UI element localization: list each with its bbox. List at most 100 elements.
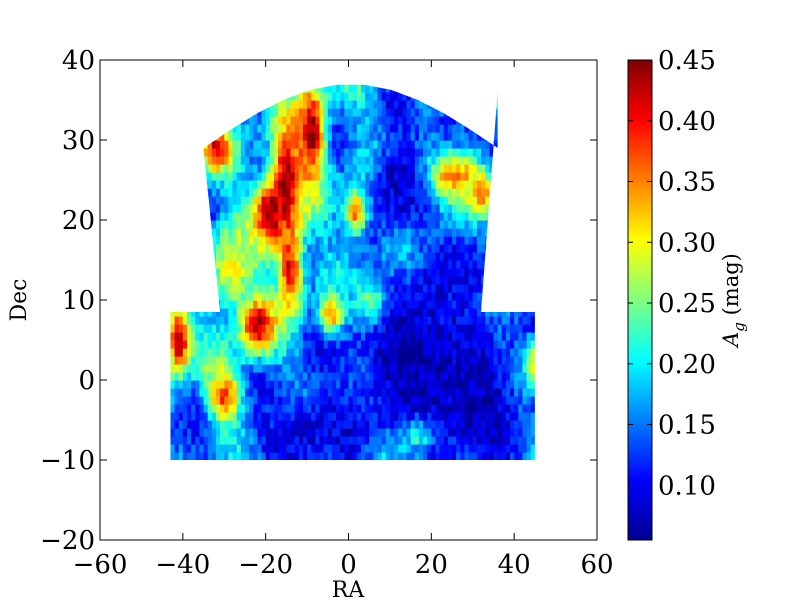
- heatmap-cell: [489, 308, 495, 317]
- heatmap-cell: [456, 252, 461, 261]
- heatmap-cell: [298, 196, 304, 205]
- heatmap-cell: [468, 164, 474, 173]
- heatmap-cell: [476, 380, 482, 389]
- heatmap-cell: [315, 188, 321, 197]
- heatmap-cell: [472, 444, 478, 453]
- heatmap-cell: [186, 436, 192, 445]
- heatmap-cell: [323, 332, 329, 341]
- heatmap-cell: [232, 332, 238, 341]
- heatmap-cell: [344, 84, 350, 93]
- heatmap-cell: [220, 388, 225, 397]
- heatmap-cell: [476, 180, 482, 189]
- heatmap-cell: [389, 412, 395, 421]
- heatmap-cell: [427, 220, 432, 229]
- heatmap-cell: [468, 300, 474, 309]
- colorbar-tick-label: 0.15: [658, 411, 716, 441]
- heatmap-cell: [290, 108, 296, 117]
- heatmap-cell: [249, 380, 254, 389]
- heatmap-cell: [410, 204, 416, 213]
- heatmap-cell: [356, 140, 362, 149]
- heatmap-cell: [240, 124, 246, 133]
- heatmap-cell: [398, 244, 403, 253]
- heatmap-cell: [369, 380, 374, 389]
- heatmap-cell: [435, 260, 441, 269]
- heatmap-cell: [410, 220, 416, 229]
- heatmap-cell: [331, 420, 337, 429]
- heatmap-cell: [232, 420, 238, 429]
- heatmap-cell: [294, 300, 300, 309]
- heatmap-cell: [398, 420, 403, 429]
- heatmap-cell: [315, 420, 321, 429]
- heatmap-cell: [253, 228, 258, 237]
- heatmap-cell: [418, 116, 424, 125]
- heatmap-cell: [402, 148, 408, 157]
- heatmap-cell: [340, 356, 345, 365]
- heatmap-cell: [224, 188, 229, 197]
- heatmap-cell: [402, 316, 408, 325]
- heatmap-cell: [414, 388, 420, 397]
- heatmap-cell: [278, 324, 283, 333]
- heatmap-cell: [360, 340, 366, 349]
- heatmap-cell: [447, 212, 453, 221]
- heatmap-cell: [460, 180, 466, 189]
- heatmap-cell: [195, 388, 200, 397]
- heatmap-cell: [224, 260, 229, 269]
- heatmap-cell: [452, 396, 457, 405]
- heatmap-cell: [220, 212, 225, 221]
- heatmap-cell: [315, 156, 321, 165]
- heatmap-cell: [311, 196, 316, 205]
- heatmap-cell: [360, 108, 366, 117]
- heatmap-cell: [224, 348, 229, 357]
- heatmap-cell: [315, 84, 321, 93]
- heatmap-cell: [360, 364, 366, 373]
- heatmap-cell: [485, 204, 490, 213]
- heatmap-cell: [315, 372, 321, 381]
- heatmap-cell: [360, 220, 366, 229]
- heatmap-cell: [315, 100, 321, 109]
- heatmap-cell: [456, 284, 461, 293]
- heatmap-cell: [352, 196, 358, 205]
- heatmap-cell: [331, 388, 337, 397]
- heatmap-cell: [439, 444, 445, 453]
- heatmap-cell: [493, 364, 499, 373]
- heatmap-cell: [443, 388, 449, 397]
- heatmap-cell: [203, 452, 209, 460]
- heatmap-cell: [418, 324, 424, 333]
- heatmap-cell: [497, 372, 503, 381]
- heatmap-cell: [452, 212, 457, 221]
- heatmap-cell: [423, 396, 428, 405]
- heatmap-cell: [186, 444, 192, 453]
- heatmap-cell: [522, 380, 528, 389]
- heatmap-cell: [348, 428, 354, 437]
- heatmap-cell: [356, 212, 362, 221]
- heatmap-cell: [385, 380, 391, 389]
- heatmap-cell: [423, 212, 428, 221]
- heatmap-cell: [510, 372, 515, 381]
- heatmap-cell: [195, 444, 200, 453]
- heatmap-cell: [443, 132, 449, 141]
- heatmap-cell: [435, 436, 441, 445]
- heatmap-cell: [472, 348, 478, 357]
- heatmap-cell: [170, 444, 176, 453]
- heatmap-cell: [344, 140, 350, 149]
- heatmap-cell: [431, 340, 437, 349]
- heatmap-cell: [369, 172, 374, 181]
- heatmap-cell: [327, 380, 333, 389]
- heatmap-cell: [232, 228, 238, 237]
- heatmap-cell: [224, 132, 229, 141]
- heatmap-cell: [224, 356, 229, 365]
- heatmap-cell: [286, 292, 292, 301]
- heatmap-cell: [493, 348, 499, 357]
- heatmap-cell: [398, 284, 403, 293]
- heatmap-cell: [294, 404, 300, 413]
- heatmap-cell: [352, 300, 358, 309]
- heatmap-cell: [410, 452, 416, 460]
- heatmap-cell: [311, 92, 316, 101]
- heatmap-cell: [365, 340, 370, 349]
- heatmap-cell: [431, 324, 437, 333]
- heatmap-cell: [402, 364, 408, 373]
- heatmap-cell: [228, 252, 234, 261]
- heatmap-cell: [315, 404, 321, 413]
- heatmap-cell: [493, 436, 499, 445]
- heatmap-cell: [286, 180, 292, 189]
